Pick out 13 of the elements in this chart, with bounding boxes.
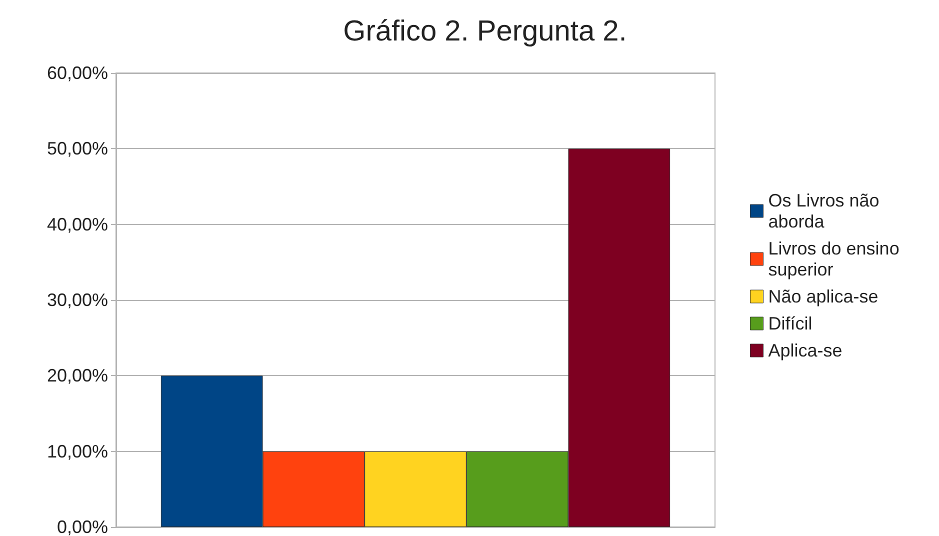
y-tick-label: 50,00% [46,138,108,159]
y-tick-label: 30,00% [46,290,108,310]
legend-label: Os Livros não aborda [768,190,884,232]
y-tick-label: 20,00% [46,366,108,386]
legend-label: Aplica-se [768,340,842,360]
chart-title: Gráfico 2. Pergunta 2. [343,16,627,48]
legend-label: Difícil [768,314,812,334]
y-tick-label: 10,00% [46,441,108,462]
legend-label: Não aplica-se [768,286,878,306]
legend-label: Livros do ensino superior [768,238,904,280]
y-tick-label: 40,00% [46,214,108,234]
y-tick-label: 0,00% [56,517,108,536]
y-tick-label: 60,00% [46,63,108,83]
